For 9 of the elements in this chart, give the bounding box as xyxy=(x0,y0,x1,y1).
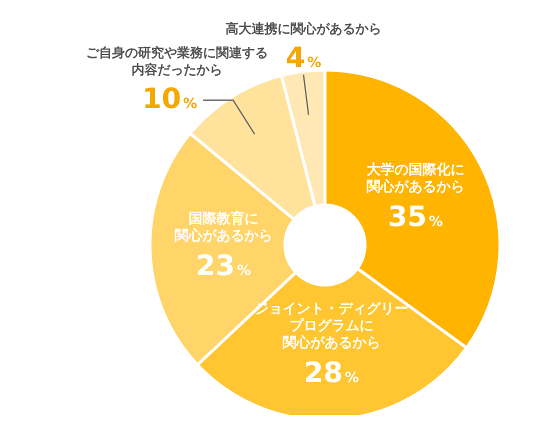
slice-label: ご自身の研究や業務に関連する内容だったから xyxy=(86,45,268,78)
slice-label: 高大連携に関心があるから xyxy=(226,20,382,37)
slice-label: 国際教育に関心があるから xyxy=(174,210,273,244)
slice-label: 大学の国際化に関心があるから xyxy=(366,162,464,195)
data-label: 28% xyxy=(304,356,359,389)
data-label: 35% xyxy=(388,200,443,233)
data-label: 23% xyxy=(196,249,252,282)
data-label: 10% xyxy=(142,82,198,116)
data-label: 4% xyxy=(286,40,322,74)
